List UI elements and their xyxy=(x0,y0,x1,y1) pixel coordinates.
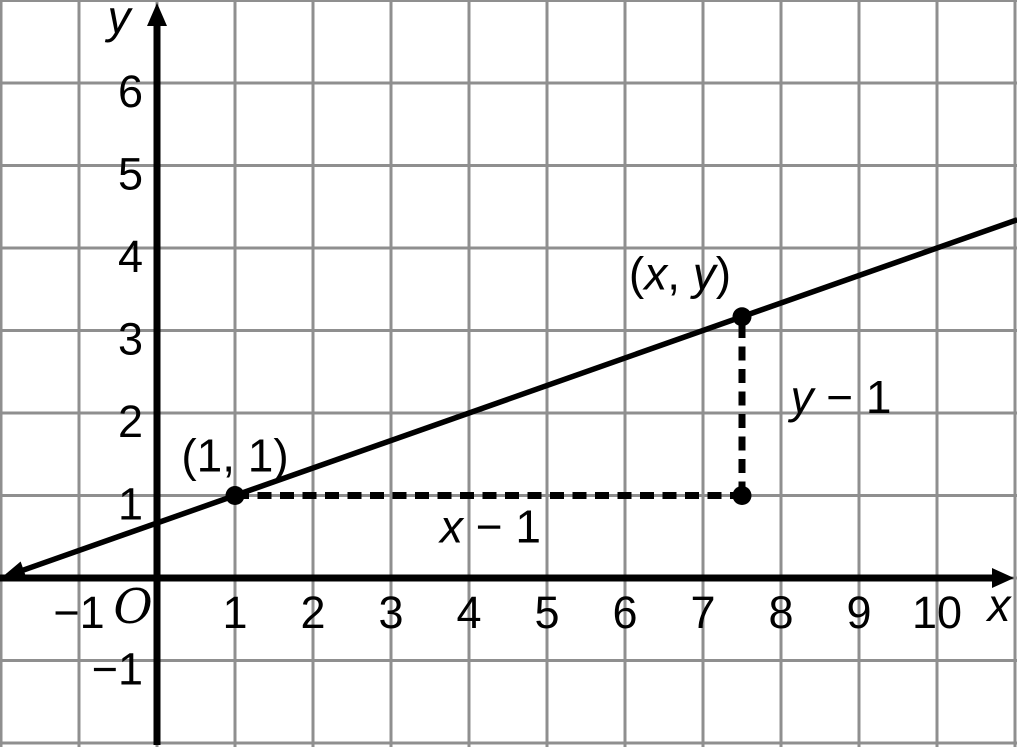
y-tick-label: 2 xyxy=(118,396,143,447)
annotations: (1, 1) (x, y) x − 1 y − 1 xyxy=(181,248,891,553)
y-tick-label: 4 xyxy=(118,231,143,282)
tick-labels: −1 1 2 3 4 5 6 7 8 9 10 −1 1 2 3 4 5 6 xyxy=(53,66,962,695)
y-tick-label: 1 xyxy=(118,479,143,530)
x-tick-label: 2 xyxy=(300,587,325,638)
y-axis-label: y xyxy=(105,0,134,43)
y-axis-arrowhead xyxy=(147,3,167,26)
x-tick-label: −1 xyxy=(53,587,104,638)
point-dot xyxy=(732,486,752,505)
graph-line xyxy=(1,217,1017,579)
origin-label: O xyxy=(113,579,152,635)
data-points xyxy=(225,307,752,505)
x-axis-arrowhead xyxy=(992,568,1014,588)
point-dot xyxy=(732,307,752,327)
x-tick-label: 4 xyxy=(456,587,481,638)
y-tick-label: 5 xyxy=(118,149,143,200)
y-tick-label: 3 xyxy=(118,314,143,365)
point-label: (1, 1) xyxy=(181,430,288,482)
x-tick-label: 6 xyxy=(612,587,637,638)
x-tick-label: 3 xyxy=(378,587,403,638)
dashed-segments xyxy=(235,316,746,499)
x-tick-label: 5 xyxy=(534,587,559,638)
x-axis-label: x xyxy=(986,579,1013,631)
x-tick-label: 8 xyxy=(768,587,793,638)
x-tick-label: 10 xyxy=(912,587,962,638)
y-tick-label: 6 xyxy=(118,66,143,117)
x-tick-label: 1 xyxy=(222,587,247,638)
line-through-points xyxy=(7,217,1017,578)
line-arrowhead xyxy=(1,561,27,579)
y-tick-label: −1 xyxy=(92,644,143,695)
run-label: x − 1 xyxy=(438,501,541,553)
point-dot xyxy=(225,486,245,505)
axes xyxy=(0,3,1014,745)
rise-label: y − 1 xyxy=(787,371,891,423)
x-tick-label: 7 xyxy=(690,587,715,638)
x-tick-label: 9 xyxy=(846,587,871,638)
point-label: (x, y) xyxy=(629,248,731,300)
